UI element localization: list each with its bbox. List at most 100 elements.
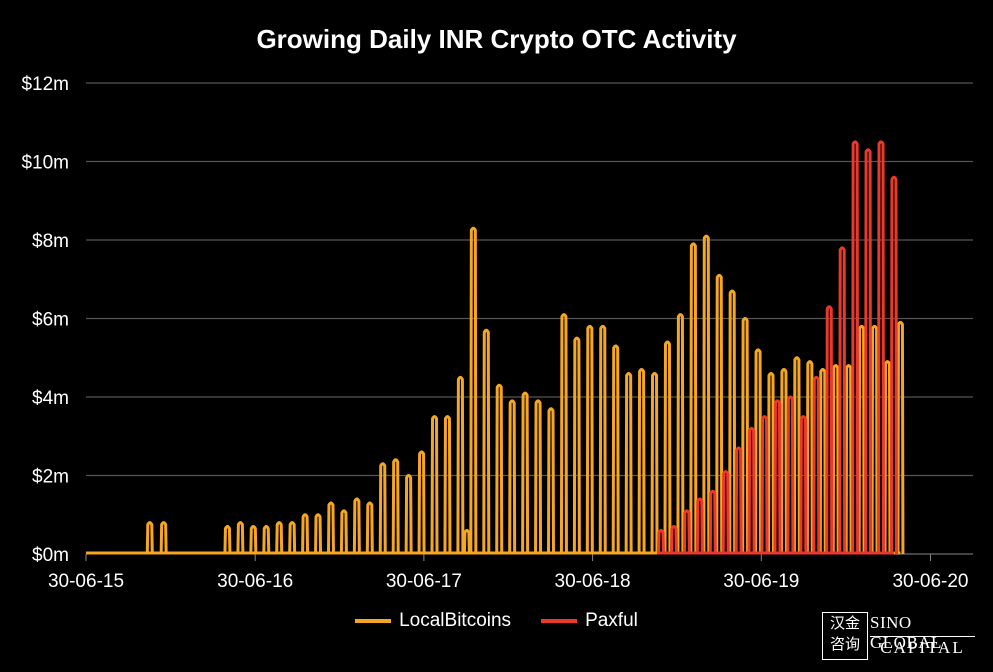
logo-line1: SINO GLOBAL xyxy=(870,613,942,652)
bar-localbitcoins xyxy=(572,336,581,555)
bar-localbitcoins xyxy=(702,234,711,555)
bar-localbitcoins xyxy=(676,313,685,555)
bar-paxful xyxy=(669,525,678,555)
bar-localbitcoins xyxy=(728,289,737,555)
x-tick-label: 30-06-16 xyxy=(217,571,293,592)
bar-localbitcoins xyxy=(818,368,827,555)
legend-item-paxful[interactable]: Paxful xyxy=(541,610,638,632)
bar-localbitcoins xyxy=(391,458,400,555)
bar-localbitcoins xyxy=(611,344,620,555)
bar-localbitcoins xyxy=(546,407,555,555)
bar-localbitcoins xyxy=(715,273,724,555)
bar-localbitcoins xyxy=(236,521,245,555)
bar-localbitcoins xyxy=(779,368,788,555)
bar-paxful xyxy=(747,426,756,555)
bar-paxful xyxy=(864,148,873,555)
y-tick-label: $2m xyxy=(32,467,69,488)
bar-localbitcoins xyxy=(462,528,471,555)
bar-localbitcoins xyxy=(870,324,879,555)
bar-localbitcoins xyxy=(249,525,258,555)
series-paxful xyxy=(657,140,898,555)
bar-localbitcoins xyxy=(624,371,633,555)
bar-localbitcoins xyxy=(534,399,543,555)
x-axis-ticks: 30-06-15 30-06-16 30-06-17 30-06-18 30-06-19… xyxy=(48,554,969,592)
bar-localbitcoins xyxy=(637,368,646,555)
legend-swatch-paxful xyxy=(541,619,578,623)
bar-localbitcoins xyxy=(365,501,374,555)
bar-paxful xyxy=(838,246,847,555)
x-tick-label: 30-06-20 xyxy=(892,571,968,592)
series-localbitcoins xyxy=(86,226,905,555)
y-tick-label: $10m xyxy=(21,153,69,174)
bar-localbitcoins xyxy=(767,371,776,555)
x-tick-label: 30-06-18 xyxy=(555,571,631,592)
bar-localbitcoins xyxy=(430,415,439,555)
bar-localbitcoins xyxy=(689,242,698,555)
bar-localbitcoins xyxy=(650,371,659,555)
bar-localbitcoins xyxy=(585,324,594,555)
bar-paxful xyxy=(825,305,834,555)
bar-localbitcoins xyxy=(339,509,348,555)
bar-localbitcoins xyxy=(456,375,465,555)
bar-localbitcoins xyxy=(521,391,530,555)
bar-localbitcoins xyxy=(417,450,426,555)
bar-localbitcoins xyxy=(792,356,801,555)
bar-localbitcoins xyxy=(559,313,568,555)
y-axis-ticks: $0m $2m $4m $6m $8m $10m $12m xyxy=(21,74,69,566)
bar-paxful xyxy=(682,509,691,555)
y-tick-label: $0m xyxy=(32,545,69,566)
bar-localbitcoins xyxy=(288,521,297,555)
bar-localbitcoins xyxy=(404,474,413,555)
logo-seal-mark: 汉金 咨询 xyxy=(822,612,868,660)
sino-global-capital-logo: 汉金 咨询 SINO GLOBAL CAPITAL xyxy=(822,612,977,660)
bar-localbitcoins xyxy=(754,348,763,555)
bar-paxful xyxy=(708,489,717,555)
bar-localbitcoins xyxy=(844,364,853,555)
bar-localbitcoins xyxy=(145,521,154,555)
legend: LocalBitcoins Paxful xyxy=(0,610,993,632)
bar-paxful xyxy=(786,395,795,555)
y-tick-label: $6m xyxy=(32,310,69,331)
bar-localbitcoins xyxy=(663,340,672,555)
legend-swatch-localbitcoins xyxy=(355,619,392,623)
bar-localbitcoins xyxy=(443,415,452,555)
legend-label-paxful: Paxful xyxy=(585,610,638,631)
x-tick-label: 30-06-17 xyxy=(386,571,462,592)
bar-localbitcoins xyxy=(469,226,478,555)
series-bars xyxy=(86,140,905,555)
bar-localbitcoins xyxy=(805,360,814,555)
bar-localbitcoins xyxy=(482,328,491,555)
y-tick-label: $8m xyxy=(32,231,69,252)
bar-localbitcoins xyxy=(275,521,284,555)
bar-paxful xyxy=(773,399,782,555)
bar-paxful xyxy=(889,175,898,555)
bar-localbitcoins xyxy=(598,324,607,555)
bar-localbitcoins xyxy=(159,521,168,555)
bar-paxful xyxy=(760,415,769,555)
logo-line2: CAPITAL xyxy=(870,636,975,658)
bar-paxful xyxy=(657,528,666,555)
bar-localbitcoins xyxy=(314,513,323,555)
bar-localbitcoins xyxy=(857,324,866,555)
bar-paxful xyxy=(721,470,730,555)
x-tick-label: 30-06-19 xyxy=(723,571,799,592)
bar-localbitcoins xyxy=(262,525,271,555)
bar-localbitcoins xyxy=(883,360,892,555)
y-tick-label: $4m xyxy=(32,388,69,409)
bar-paxful xyxy=(851,140,860,555)
bar-localbitcoins xyxy=(508,399,517,555)
bar-localbitcoins xyxy=(896,320,905,555)
bar-paxful xyxy=(734,446,743,555)
bar-paxful xyxy=(877,140,886,555)
x-tick-label: 30-06-15 xyxy=(48,571,124,592)
bar-localbitcoins xyxy=(495,383,504,555)
legend-item-localbitcoins[interactable]: LocalBitcoins xyxy=(355,610,511,632)
bar-localbitcoins xyxy=(831,364,840,555)
bar-localbitcoins xyxy=(223,525,232,555)
bar-localbitcoins xyxy=(301,513,310,555)
bar-localbitcoins xyxy=(741,317,750,555)
chart-title: Growing Daily INR Crypto OTC Activity xyxy=(256,24,737,54)
bar-paxful xyxy=(812,375,821,555)
bar-localbitcoins xyxy=(326,501,335,555)
